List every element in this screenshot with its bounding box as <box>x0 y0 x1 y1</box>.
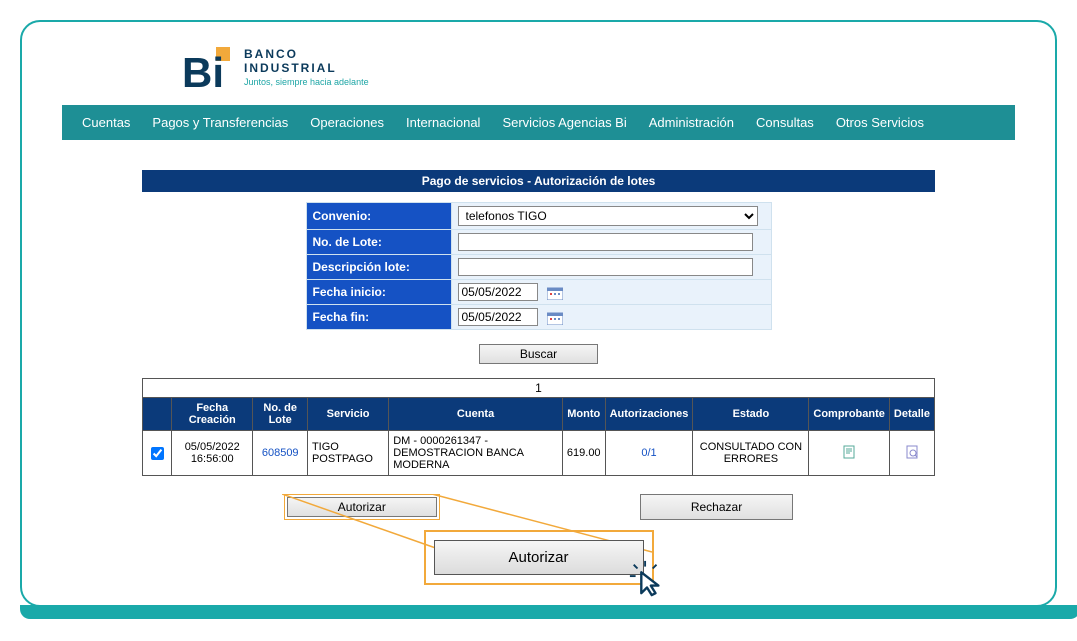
document-icon <box>842 445 856 459</box>
brand-line2: INDUSTRIAL <box>244 61 369 75</box>
page-number[interactable]: 1 <box>535 381 542 395</box>
row-checkbox[interactable] <box>151 447 164 460</box>
table-row: 05/05/2022 16:56:00 608509 TIGO POSTPAGO… <box>143 431 935 476</box>
search-row: Buscar <box>62 344 1015 364</box>
calendar-icon[interactable] <box>547 286 563 300</box>
th-check <box>143 398 172 431</box>
cell-detalle[interactable] <box>889 431 934 476</box>
lote-label: No. de Lote: <box>306 230 451 255</box>
autorizar-callout-button[interactable]: Autorizar <box>434 540 644 575</box>
cell-servicio: TIGO POSTPAGO <box>307 431 388 476</box>
cell-auth[interactable]: 0/1 <box>605 431 693 476</box>
cursor-icon <box>628 559 666 597</box>
buscar-button[interactable]: Buscar <box>479 344 598 364</box>
table-header-row: Fecha Creación No. de Lote Servicio Cuen… <box>143 398 935 431</box>
th-lote: No. de Lote <box>253 398 308 431</box>
fecha-inicio-input[interactable] <box>458 283 538 301</box>
th-auth: Autorizaciones <box>605 398 693 431</box>
page-title: Pago de servicios - Autorización de lote… <box>142 170 935 192</box>
convenio-select[interactable]: telefonos TIGO <box>458 206 758 226</box>
autorizar-highlight: Autorizar <box>284 494 440 520</box>
rechazar-button[interactable]: Rechazar <box>640 494 793 520</box>
autorizar-callout: Autorizar <box>424 530 654 585</box>
svg-text:Bi: Bi <box>182 49 224 95</box>
desc-label: Descripción lote: <box>306 255 451 280</box>
autorizar-button[interactable]: Autorizar <box>287 497 437 517</box>
th-fecha: Fecha Creación <box>172 398 253 431</box>
calendar-icon[interactable] <box>547 311 563 325</box>
filter-form: Convenio: telefonos TIGO No. de Lote: De… <box>306 202 772 330</box>
nav-internacional[interactable]: Internacional <box>406 115 480 130</box>
th-estado: Estado <box>693 398 809 431</box>
pager: 1 <box>142 378 935 397</box>
cell-lote[interactable]: 608509 <box>253 431 308 476</box>
main-nav: Cuentas Pagos y Transferencias Operacion… <box>62 105 1015 140</box>
nav-pagos[interactable]: Pagos y Transferencias <box>152 115 288 130</box>
th-cuenta: Cuenta <box>389 398 563 431</box>
logo-row: Bi BANCO INDUSTRIAL Juntos, siempre haci… <box>62 37 1015 105</box>
convenio-label: Convenio: <box>306 203 451 230</box>
brand-tagline: Juntos, siempre hacia adelante <box>244 77 369 87</box>
cell-estado: CONSULTADO CON ERRORES <box>693 431 809 476</box>
cell-cuenta: DM - 0000261347 - DEMOSTRACION BANCA MOD… <box>389 431 563 476</box>
nav-servicios-agencias[interactable]: Servicios Agencias Bi <box>502 115 626 130</box>
action-row: Autorizar Rechazar <box>62 494 1015 520</box>
fecha-fin-input[interactable] <box>458 308 538 326</box>
th-comprobante: Comprobante <box>809 398 890 431</box>
cell-monto: 619.00 <box>562 431 605 476</box>
th-servicio: Servicio <box>307 398 388 431</box>
nav-administracion[interactable]: Administración <box>649 115 734 130</box>
nav-consultas[interactable]: Consultas <box>756 115 814 130</box>
device-base <box>20 605 1077 619</box>
fin-label: Fecha fin: <box>306 305 451 330</box>
nav-operaciones[interactable]: Operaciones <box>310 115 384 130</box>
cell-fecha: 05/05/2022 16:56:00 <box>172 431 253 476</box>
results-table: Fecha Creación No. de Lote Servicio Cuen… <box>142 397 935 476</box>
inicio-label: Fecha inicio: <box>306 280 451 305</box>
logo-text-block: BANCO INDUSTRIAL Juntos, siempre hacia a… <box>244 47 369 87</box>
brand-line1: BANCO <box>244 47 369 61</box>
nav-cuentas[interactable]: Cuentas <box>82 115 130 130</box>
search-doc-icon <box>905 445 919 459</box>
desc-input[interactable] <box>458 258 753 276</box>
lote-input[interactable] <box>458 233 753 251</box>
logo-mark: Bi <box>182 47 232 95</box>
cell-comprobante[interactable] <box>809 431 890 476</box>
device-frame: Bi BANCO INDUSTRIAL Juntos, siempre haci… <box>20 20 1057 607</box>
th-monto: Monto <box>562 398 605 431</box>
nav-otros[interactable]: Otros Servicios <box>836 115 924 130</box>
th-detalle: Detalle <box>889 398 934 431</box>
